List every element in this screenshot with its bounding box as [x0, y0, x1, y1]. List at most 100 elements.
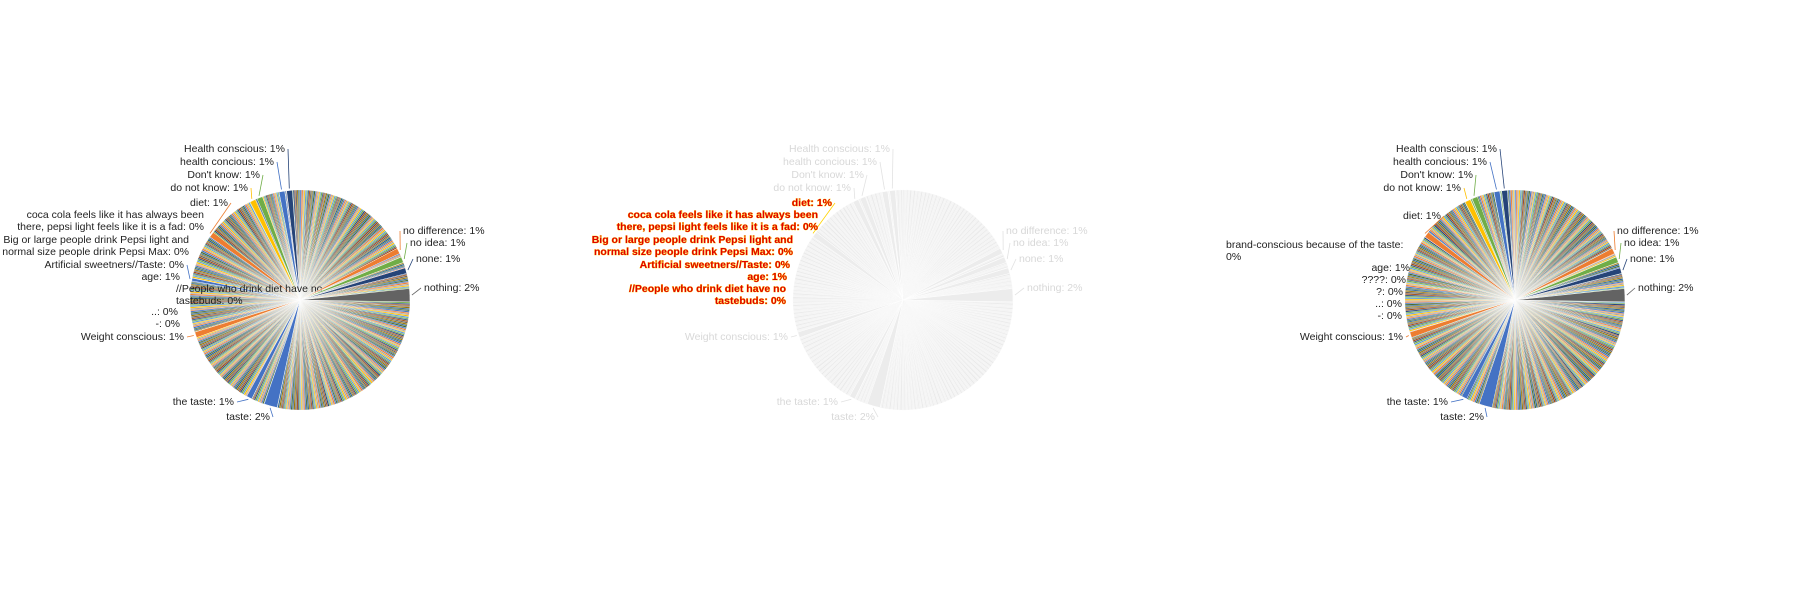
- leader-line: [287, 148, 290, 189]
- slice-label: no difference: 1%: [1006, 225, 1088, 237]
- slice-label-group: no idea: 1%: [403, 237, 465, 260]
- slice-label-group: none: 1%: [407, 253, 460, 271]
- pie-slice: [299, 256, 404, 301]
- minor-slices: [792, 189, 1014, 411]
- slice-label: no difference: 1%: [1617, 225, 1699, 237]
- slice-label-group: none: 1%: [1010, 253, 1063, 271]
- leader-line: [790, 335, 797, 338]
- slice-label: do not know: 1%: [773, 182, 851, 194]
- slice-label: health concious: 1%: [783, 156, 877, 168]
- pie-slice: [299, 267, 408, 301]
- slice-label-group: do not know: 1%: [1383, 182, 1468, 199]
- pie-slice: [209, 231, 301, 301]
- slice-label-group: none: 1%: [1622, 253, 1674, 271]
- slice-label-group: ..: 0%: [151, 306, 178, 318]
- slice-label-group: do not know: 1%: [170, 182, 253, 199]
- pie-slice: [902, 288, 1014, 303]
- slice-label-group: taste: 2%: [226, 407, 274, 423]
- slice-label-group: Weight conscious: 1%: [81, 331, 194, 343]
- slice-label-group: ?: 0%: [1376, 286, 1403, 298]
- slice-label: health concious: 1%: [1393, 156, 1487, 168]
- leader-line: [186, 335, 194, 338]
- slice-label: brand-conscious because of the taste: 0%: [1226, 239, 1403, 263]
- leader-line: [250, 187, 253, 199]
- pie-slice: [1514, 248, 1616, 301]
- leader-line: [1626, 287, 1636, 296]
- slice-label: //People who drink diet have no tastebuds…: [629, 283, 787, 307]
- slice-label-group: the taste: 1%: [173, 396, 249, 408]
- slice-label: Big or large people drink Pepsi light an…: [592, 234, 794, 258]
- leader-line: [840, 398, 852, 403]
- pie-slice: [191, 277, 301, 301]
- slice-label-group: do not know: 1%: [773, 182, 856, 199]
- slice-label: the taste: 1%: [777, 396, 838, 408]
- slice-label: the taste: 1%: [1387, 396, 1448, 408]
- pie-slice: [286, 190, 301, 301]
- slice-label-group: brand-conscious because of the taste: 0%: [1226, 239, 1403, 263]
- pie-slice: [866, 299, 904, 408]
- leader-line: [1450, 398, 1464, 403]
- slice-label-group: health concious: 1%: [180, 156, 282, 190]
- slice-label: ..: 0%: [151, 306, 178, 318]
- slice-label: do not know: 1%: [1383, 182, 1461, 194]
- slice-label: ?: 0%: [1376, 286, 1403, 298]
- leader-line: [879, 161, 885, 190]
- slice-label: none: 1%: [1630, 253, 1674, 265]
- slice-label-group: ????: 0%: [1362, 274, 1406, 286]
- slice-label: Health conscious: 1%: [184, 143, 285, 155]
- leader-line: [1489, 161, 1497, 190]
- slice-label-group: Big or large people drink Pepsi light an…: [2, 234, 189, 258]
- slice-label: diet: 1%: [1403, 210, 1441, 222]
- pie-slice: [1409, 299, 1516, 338]
- slice-label: no idea: 1%: [410, 237, 465, 249]
- slice-label-group: age: 1%: [747, 271, 788, 284]
- slice-label: Weight conscious: 1%: [81, 331, 184, 343]
- slice-label: Artificial sweetners//Taste: 0%: [640, 259, 791, 271]
- pie-slice: [299, 288, 411, 303]
- slice-label: diet: 1%: [190, 197, 228, 209]
- slice-label: none: 1%: [1019, 253, 1063, 265]
- leader-line: [186, 264, 191, 280]
- slice-label-group: //People who drink diet have no tastebuds…: [176, 283, 323, 307]
- slice-label-group: Weight conscious: 1%: [685, 331, 797, 343]
- minor-slices: [1404, 189, 1626, 411]
- slice-label-group: coca cola feels like it has always been t…: [17, 209, 204, 233]
- slice-label-group: taste: 2%: [831, 407, 879, 423]
- slice-label-group: health concious: 1%: [783, 156, 885, 190]
- leader-line: [1424, 215, 1445, 234]
- slice-label-group: diet: 1%: [791, 197, 836, 234]
- slice-label: coca cola feels like it has always been t…: [617, 209, 819, 233]
- pie-chart-2: Health conscious: 1%health concious: 1%D…: [591, 143, 1088, 423]
- slice-label-group: Artificial sweetners//Taste: 0%: [45, 259, 191, 280]
- pie-slice: [246, 299, 301, 400]
- slice-label: Don't know: 1%: [791, 169, 864, 181]
- leader-line: [403, 242, 408, 260]
- slice-label-group: nothing: 2%: [1626, 282, 1693, 296]
- slice-label: nothing: 2%: [424, 282, 479, 294]
- leader-line: [276, 161, 282, 190]
- slice-label-group: ..: 0%: [1375, 298, 1402, 310]
- leader-line: [1484, 407, 1488, 418]
- slice-label-group: the taste: 1%: [777, 396, 852, 408]
- pie-slice: [1471, 196, 1516, 301]
- leader-line: [236, 398, 249, 403]
- slice-label: Don't know: 1%: [1400, 169, 1473, 181]
- slice-label: age: 1%: [141, 271, 180, 283]
- leader-line: [812, 202, 836, 234]
- slice-label: Weight conscious: 1%: [685, 331, 788, 343]
- pie-slice: [1461, 299, 1516, 400]
- slice-label: health concious: 1%: [180, 156, 274, 168]
- leader-line: [891, 148, 894, 189]
- slice-label-group: coca cola feels like it has always been t…: [616, 209, 819, 234]
- pie-slice: [249, 199, 301, 301]
- leader-line: [861, 174, 868, 196]
- leader-line: [407, 258, 414, 271]
- leader-line: [1618, 242, 1622, 260]
- leader-line: [1473, 174, 1477, 196]
- leader-line: [1405, 335, 1409, 338]
- slice-label: Artificial sweetners//Taste: 0%: [45, 259, 184, 271]
- slice-label: Health conscious: 1%: [1396, 143, 1497, 155]
- slice-label-group: -: 0%: [155, 318, 180, 330]
- slice-label: Big or large people drink Pepsi light an…: [2, 234, 189, 258]
- slice-label-group: Artificial sweetners//Taste: 0%: [639, 259, 791, 272]
